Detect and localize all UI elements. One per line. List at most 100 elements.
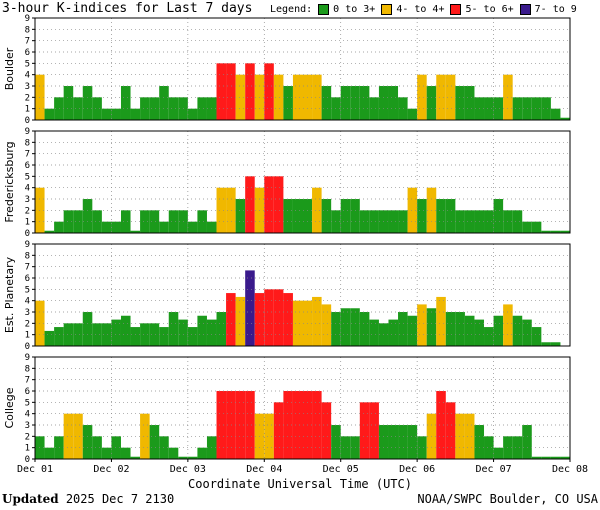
legend-label: Legend: xyxy=(270,4,313,15)
k-bar xyxy=(120,315,131,346)
k-bar xyxy=(388,86,399,120)
k-bar xyxy=(369,210,379,233)
k-bar xyxy=(378,425,389,459)
k-bar xyxy=(436,296,446,346)
k-bar xyxy=(398,312,408,346)
x-tick-label: Dec 05 xyxy=(323,464,359,475)
k-bar xyxy=(340,199,351,233)
updated-label: Updated xyxy=(2,492,59,506)
series-label: College xyxy=(3,387,16,428)
y-tick-label: 1 xyxy=(25,218,30,228)
k-bar xyxy=(130,108,141,120)
k-bar xyxy=(369,319,379,346)
k-bar xyxy=(63,210,74,233)
k-bar xyxy=(436,391,446,459)
k-bar xyxy=(273,74,284,120)
k-bar xyxy=(216,391,227,459)
y-tick-label: 7 xyxy=(25,150,30,160)
k-bar xyxy=(369,402,379,459)
k-bar xyxy=(73,97,83,120)
k-bar xyxy=(168,210,179,233)
k-bar xyxy=(312,187,322,233)
k-bar xyxy=(493,315,504,346)
k-bar xyxy=(111,108,121,120)
k-bar xyxy=(111,319,121,346)
k-bar xyxy=(159,327,169,346)
legend-item-quiet: 0 to 3+ xyxy=(333,4,376,15)
k-bar xyxy=(92,210,102,233)
k-bar xyxy=(464,210,475,233)
y-tick-label: 0 xyxy=(25,116,30,126)
k-bar xyxy=(484,97,494,120)
k-bar xyxy=(197,315,207,346)
k-bar xyxy=(359,402,370,459)
k-bar xyxy=(331,312,341,346)
k-bar xyxy=(378,86,389,120)
k-bar xyxy=(550,230,561,233)
k-bar xyxy=(73,413,83,459)
k-bar xyxy=(264,63,274,120)
y-tick-label: 7 xyxy=(25,37,30,47)
y-tick-label: 3 xyxy=(25,308,30,318)
y-tick-label: 6 xyxy=(25,48,30,58)
k-bar xyxy=(245,270,255,346)
k-bar xyxy=(92,323,102,346)
k-bar xyxy=(235,74,246,120)
k-bar xyxy=(73,323,83,346)
y-tick-label: 7 xyxy=(25,376,30,386)
k-bar xyxy=(92,97,102,120)
k-bar xyxy=(541,97,551,120)
k-bar xyxy=(130,456,141,459)
k-bar xyxy=(512,97,523,120)
k-bar xyxy=(541,342,551,346)
x-tick-label: Dec 08 xyxy=(552,464,588,475)
k-bar xyxy=(445,312,456,346)
k-bar xyxy=(101,447,112,459)
k-bar xyxy=(321,86,332,120)
y-tick-label: 4 xyxy=(25,410,30,420)
k-bar xyxy=(149,425,160,459)
y-tick-label: 4 xyxy=(25,71,30,81)
k-bar xyxy=(283,86,293,120)
k-bar xyxy=(159,86,169,120)
k-bar xyxy=(350,86,360,120)
k-bar xyxy=(436,199,446,233)
k-bar xyxy=(168,312,179,346)
k-bar xyxy=(130,327,141,346)
k-bar xyxy=(407,187,418,233)
k-bar xyxy=(407,315,418,346)
k-bar xyxy=(101,221,112,233)
k-bar xyxy=(426,86,437,120)
y-tick-label: 4 xyxy=(25,297,30,307)
k-bar xyxy=(292,391,303,459)
panel-border xyxy=(34,243,571,347)
k-bar xyxy=(54,436,64,459)
k-bar xyxy=(484,436,494,459)
y-tick-label: 8 xyxy=(25,138,30,148)
k-bar xyxy=(369,97,379,120)
k-bar xyxy=(493,199,504,233)
k-bar xyxy=(82,86,93,120)
y-tick-label: 9 xyxy=(25,14,30,24)
k-bar xyxy=(464,86,475,120)
y-tick-label: 9 xyxy=(25,127,30,137)
k-bar xyxy=(350,308,360,346)
k-bar xyxy=(197,210,207,233)
x-tick-label: Dec 02 xyxy=(93,464,129,475)
k-bar xyxy=(149,210,160,233)
k-bar xyxy=(474,425,485,459)
k-bar xyxy=(512,210,523,233)
k-bar xyxy=(312,74,322,120)
k-bar xyxy=(216,63,227,120)
k-bar xyxy=(82,425,93,459)
x-tick-label: Dec 03 xyxy=(170,464,206,475)
legend-swatch-quiet xyxy=(318,4,330,15)
series-label: Boulder xyxy=(3,47,16,90)
k-bar xyxy=(550,342,561,346)
k-bar xyxy=(159,221,169,233)
k-bar xyxy=(550,456,561,459)
k-bar xyxy=(197,447,207,459)
k-bar xyxy=(44,447,55,459)
k-bar xyxy=(206,319,217,346)
k-bar xyxy=(541,456,551,459)
